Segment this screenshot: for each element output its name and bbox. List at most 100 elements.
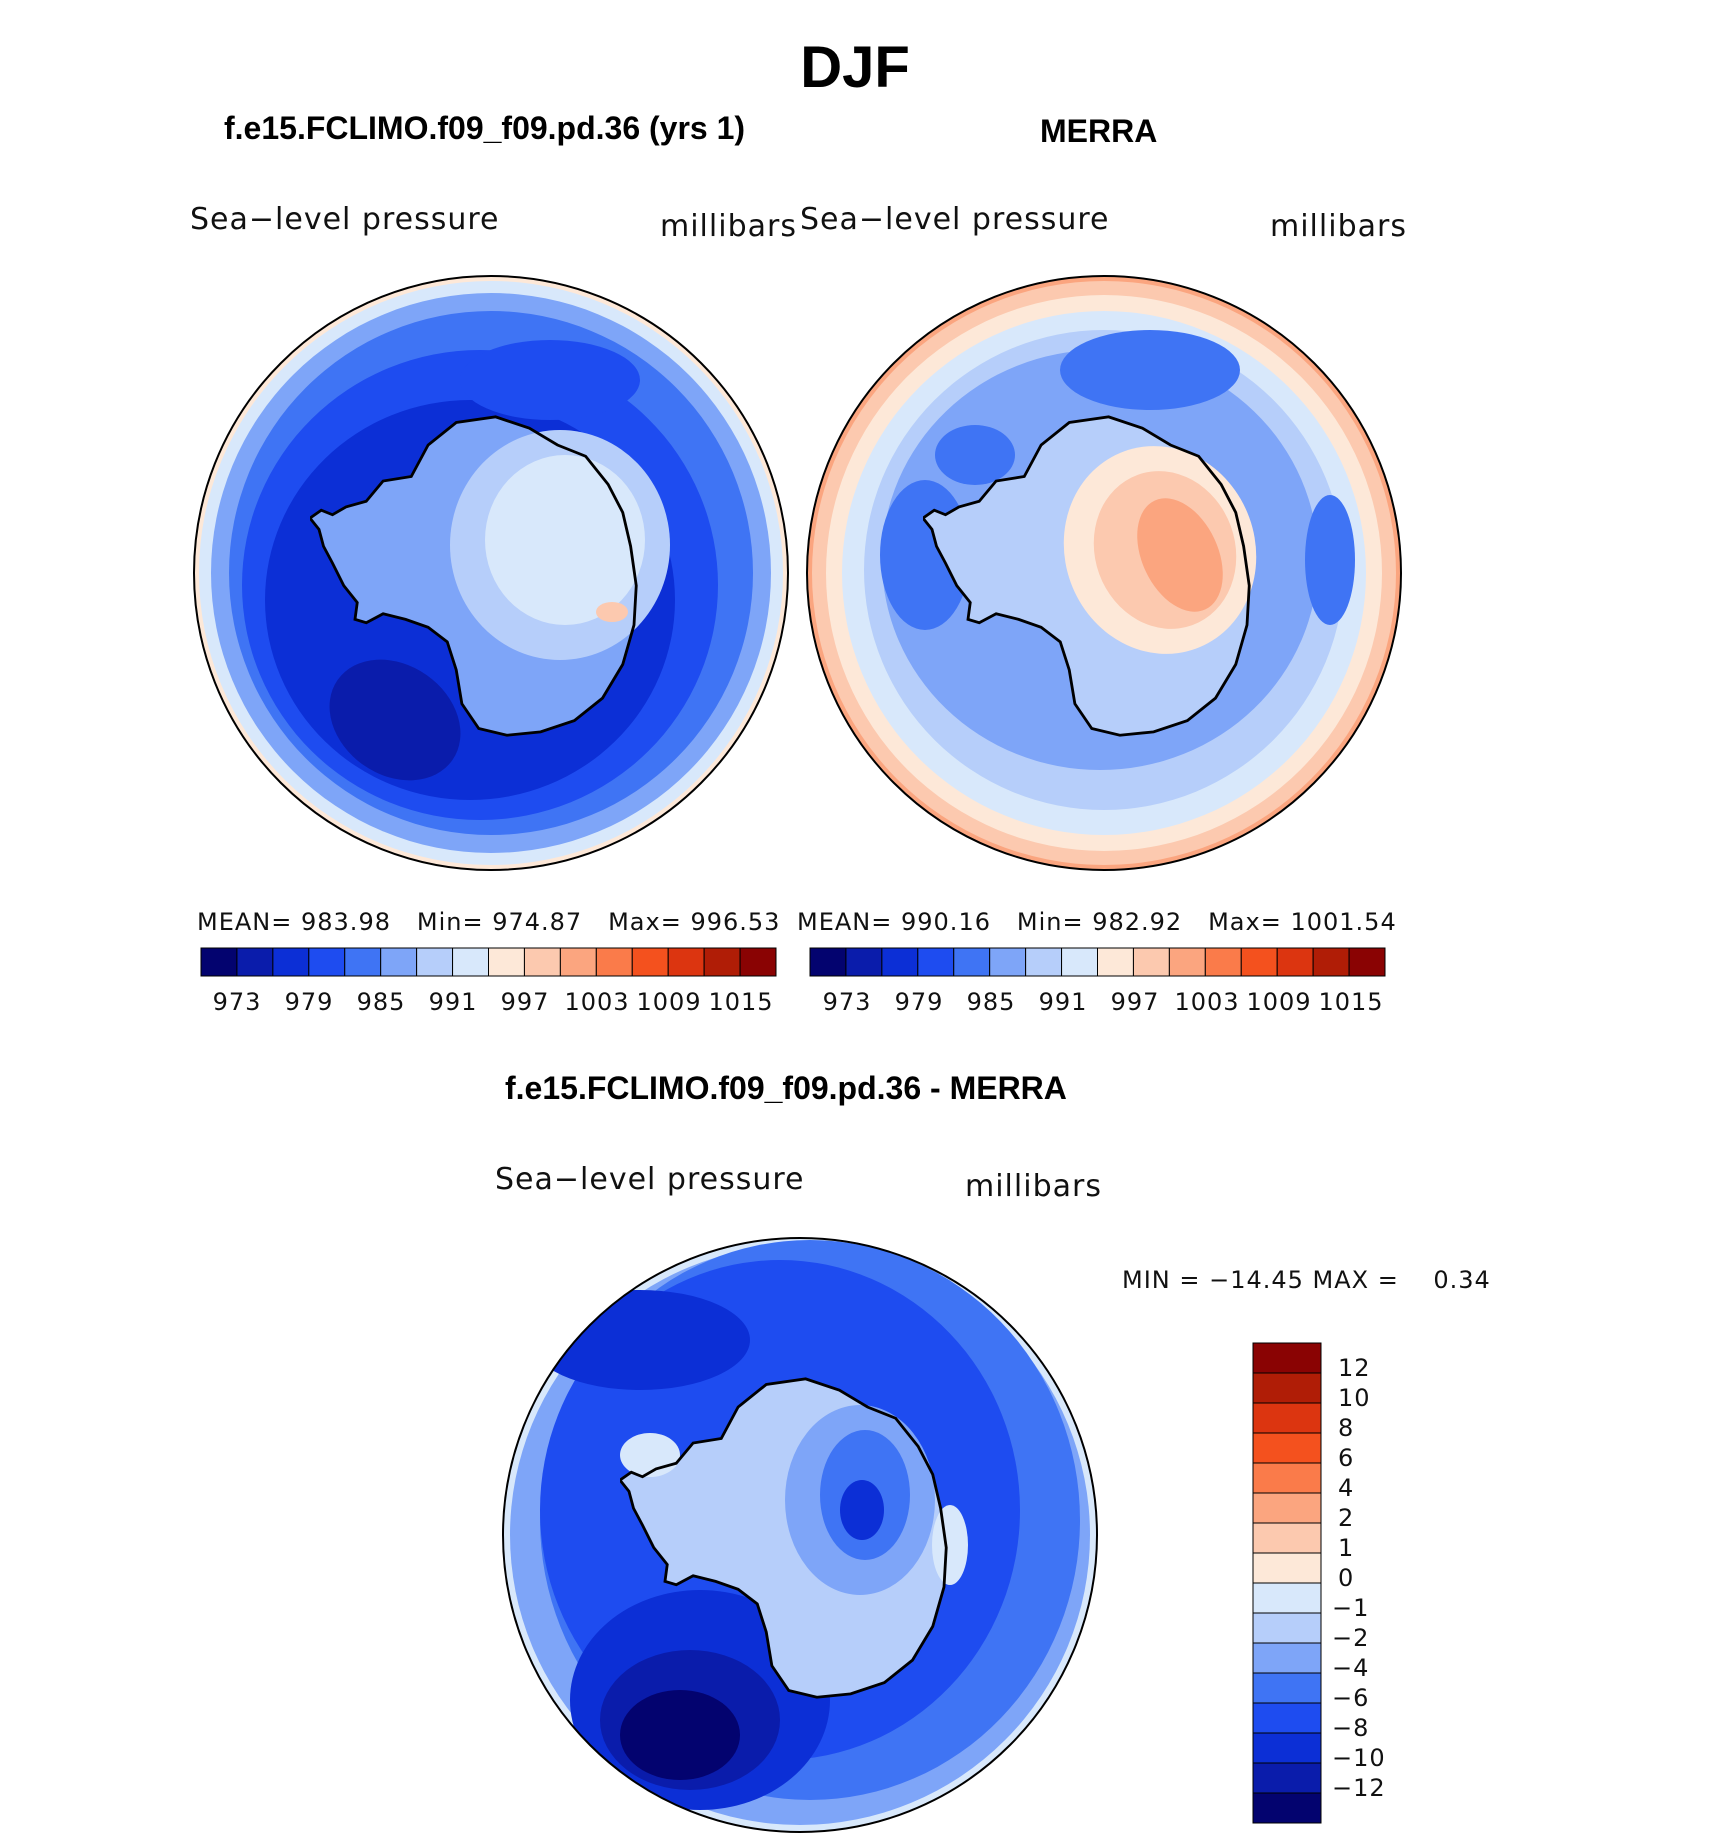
cbar2-tick: 1015 [1318, 988, 1384, 1016]
cbar3-tick: −1 [1332, 1594, 1370, 1622]
cbar2-tick: 973 [822, 988, 872, 1016]
cbar3-tick: 4 [1338, 1474, 1355, 1502]
cbar1-tick: 1003 [564, 988, 630, 1016]
cbar3-tick: 1 [1338, 1534, 1355, 1562]
cbar2-swatch [917, 947, 955, 977]
panel-3-variable-label: Sea−level pressure [495, 1162, 805, 1197]
cbar1-swatch [703, 947, 741, 977]
cbar3-swatch [1252, 1432, 1322, 1464]
cbar2-swatch [1240, 947, 1278, 977]
cbar1-swatch [595, 947, 633, 977]
cbar3-tick: 10 [1338, 1384, 1371, 1412]
cbar2-swatch [1025, 947, 1063, 977]
panel-2-title: MERRA [1040, 113, 1158, 149]
cbar1-tick: 985 [356, 988, 406, 1016]
cbar2-swatch [1312, 947, 1350, 977]
panel-1-min-value: 974.87 [492, 908, 583, 936]
cbar3-swatch [1252, 1522, 1322, 1554]
panel-1-map [194, 276, 788, 870]
cbar2-tick: 979 [894, 988, 944, 1016]
main-title: DJF [800, 35, 910, 100]
cbar1-tick: 1015 [708, 988, 774, 1016]
cbar2-swatch [1168, 947, 1206, 977]
cbar3-tick: −12 [1332, 1774, 1386, 1802]
cbar3-swatch [1252, 1732, 1322, 1764]
cbar1-swatch [559, 947, 597, 977]
cbar2-swatch [1132, 947, 1170, 977]
panel-1-stats: MEAN= 983.98 Min= 974.87 Max= 996.53 [197, 908, 780, 936]
cbar2-swatch [881, 947, 919, 977]
cbar2-swatch [845, 947, 883, 977]
cbar3-swatch [1252, 1582, 1322, 1614]
cbar3-swatch [1252, 1492, 1322, 1524]
panel-1-colorbar [200, 947, 777, 977]
cbar3-tick: 8 [1338, 1414, 1355, 1442]
cbar1-swatch [344, 947, 382, 977]
cbar2-swatch [989, 947, 1027, 977]
cbar1-swatch [739, 947, 777, 977]
cbar2-swatch [1204, 947, 1242, 977]
panel-2-variable-label: Sea−level pressure [800, 202, 1110, 237]
panel-3-title: f.e15.FCLIMO.f09_f09.pd.36 - MERRA [505, 1070, 1067, 1106]
panel-1-units-label: millibars [660, 209, 797, 244]
cbar1-swatch [631, 947, 669, 977]
cbar3-swatch [1252, 1612, 1322, 1644]
panel-1-variable-label: Sea−level pressure [190, 202, 500, 237]
cbar3-tick: −4 [1332, 1654, 1370, 1682]
cbar3-tick: −6 [1332, 1684, 1370, 1712]
panel-2-map [807, 276, 1401, 870]
cbar2-tick: 985 [966, 988, 1016, 1016]
cbar3-swatch [1252, 1402, 1322, 1434]
cbar3-tick: 12 [1338, 1354, 1371, 1382]
cbar1-swatch [667, 947, 705, 977]
panel-3-units-label: millibars [965, 1169, 1102, 1204]
cbar2-swatch [1348, 947, 1386, 977]
cbar3-tick: −2 [1332, 1624, 1370, 1652]
cbar3-swatch [1252, 1762, 1322, 1794]
panel-3-map-border [502, 1237, 1098, 1833]
panel-1-mean-value: 983.98 [301, 908, 391, 936]
cbar2-swatch [809, 947, 847, 977]
panel-1-max-label: Max= [608, 908, 682, 936]
panel-1-max-value: 996.53 [690, 908, 781, 936]
cbar1-swatch [523, 947, 561, 977]
cbar2-swatch [1276, 947, 1314, 977]
panel-3-map [503, 1238, 1097, 1832]
cbar3-swatch [1252, 1792, 1322, 1824]
cbar3-swatch [1252, 1372, 1322, 1404]
panel-2-mean-value: 990.16 [901, 908, 991, 936]
cbar3-tick: −8 [1332, 1714, 1370, 1742]
cbar1-tick: 991 [428, 988, 478, 1016]
cbar3-swatch [1252, 1552, 1322, 1584]
cbar2-swatch [953, 947, 991, 977]
cbar1-swatch [452, 947, 489, 977]
panel-1-min-label: Min= [416, 908, 484, 936]
cbar1-swatch [380, 947, 418, 977]
panel-2-mean-label: MEAN= [797, 908, 893, 936]
cbar1-swatch [272, 947, 310, 977]
panel-2-max-label: Max= [1208, 908, 1282, 936]
cbar3-swatch [1252, 1702, 1322, 1734]
cbar1-tick: 979 [284, 988, 334, 1016]
cbar1-swatch [416, 947, 454, 977]
panel-1-mean-label: MEAN= [197, 908, 293, 936]
cbar2-tick: 1003 [1174, 988, 1240, 1016]
panel-2-min-label: Min= [1016, 908, 1084, 936]
panel-2-map-border [806, 275, 1402, 871]
cbar3-swatch [1252, 1642, 1322, 1674]
panel-2-min-value: 982.92 [1092, 908, 1183, 936]
cbar1-tick: 997 [500, 988, 550, 1016]
cbar2-swatch [1097, 947, 1134, 977]
cbar2-tick: 991 [1038, 988, 1088, 1016]
panel-2-stats: MEAN= 990.16 Min= 982.92 Max= 1001.54 [797, 908, 1397, 936]
panel-2-units-label: millibars [1270, 209, 1407, 244]
cbar1-tick: 1009 [636, 988, 702, 1016]
cbar3-tick: 2 [1338, 1504, 1355, 1532]
cbar3-tick: 0 [1338, 1564, 1355, 1592]
cbar1-swatch [308, 947, 346, 977]
cbar1-tick: 973 [212, 988, 262, 1016]
cbar1-swatch [488, 947, 525, 977]
panel-1-map-border [193, 275, 789, 871]
cbar2-swatch [1061, 947, 1098, 977]
